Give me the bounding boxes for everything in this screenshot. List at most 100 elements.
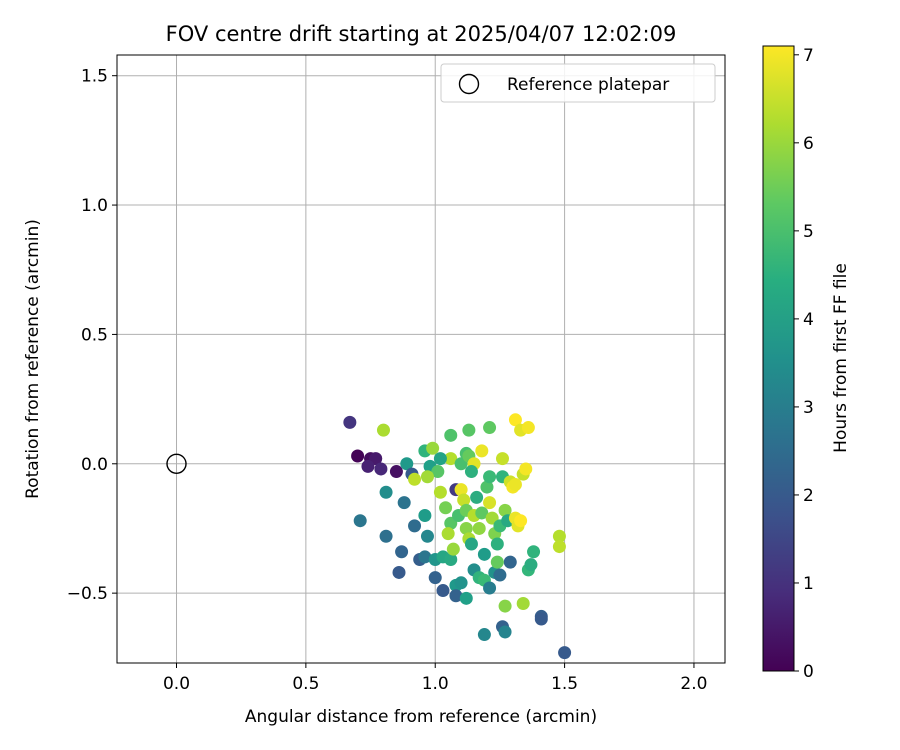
y-tick-label: −0.5 [67,584,108,604]
data-point [490,555,504,569]
x-axis-label: Angular distance from reference (arcmin) [245,707,597,727]
data-point [433,485,447,499]
data-point [519,462,533,476]
colorbar-tick-label: 4 [803,310,814,330]
data-point [444,553,458,567]
data-point [441,527,455,541]
data-point [558,646,572,660]
data-point [552,529,566,543]
data-point [498,599,512,613]
data-point [516,596,530,610]
x-tick-label: 0.5 [292,674,319,694]
colorbar-tick-label: 5 [803,222,814,242]
data-point [439,501,453,515]
y-tick-label: 1.0 [81,196,108,216]
colorbar-tick-label: 2 [803,486,814,506]
data-point [480,480,494,494]
data-point [514,514,528,528]
data-point [498,503,512,517]
data-point [462,423,476,437]
x-tick-label: 0.0 [163,674,190,694]
colorbar-tick-label: 6 [803,134,814,154]
data-point [464,537,478,551]
data-point [420,529,434,543]
y-tick-label: 1.5 [81,67,108,87]
data-point [493,568,507,582]
data-point [534,612,548,626]
plot-frame [116,54,726,664]
data-point [397,496,411,510]
data-point [470,490,484,504]
data-point [379,485,393,499]
data-point [503,555,517,569]
chart-title: FOV centre drift starting at 2025/04/07 … [166,22,677,46]
legend-marker [458,73,480,95]
data-point [408,519,422,533]
grid [117,55,725,663]
data-point [475,444,489,458]
y-axis-label: Rotation from reference (arcmin) [23,219,43,499]
y-tick-label: 0.0 [81,455,108,475]
data-point [431,465,445,479]
colorbar: 0 1 2 3 4 5 6 7 Hours from first FF file [762,45,851,682]
data-point [433,452,447,466]
data-point [457,493,471,507]
data-point [459,591,473,605]
data-point [400,457,414,471]
data-point [459,521,473,535]
legend-label: Reference platepar [507,75,669,95]
x-axis: 0.0 0.5 1.0 1.5 2.0 [163,663,707,694]
data-point [392,565,406,579]
data-point [449,589,463,603]
data-point [464,465,478,479]
data-point [353,514,367,528]
data-point [490,537,504,551]
data-point [408,472,422,486]
data-point [444,428,458,442]
data-point [483,496,497,510]
colorbar-tick-label: 3 [803,398,814,418]
data-point [495,452,509,466]
data-point [524,558,538,572]
colorbar-label: Hours from first FF file [831,263,851,453]
data-point [361,459,375,473]
y-tick-label: 0.5 [81,325,108,345]
x-tick-label: 1.0 [422,674,449,694]
data-point [389,465,403,479]
data-point [472,521,486,535]
data-point [418,509,432,523]
reference-point [166,453,187,474]
data-points [343,413,572,660]
legend-box [440,63,716,103]
data-point [446,542,460,556]
y-axis: −0.5 0.0 0.5 1.0 1.5 [67,67,117,604]
data-point [508,413,522,427]
data-point [376,423,390,437]
data-point [436,584,450,598]
data-point [395,545,409,559]
data-point [483,470,497,484]
data-point [426,441,440,455]
data-point [351,449,365,463]
data-point [428,571,442,585]
data-point [498,625,512,639]
colorbar-tick-label: 1 [803,574,814,594]
data-point [475,506,489,520]
data-point [508,477,522,491]
x-tick-label: 1.5 [551,674,578,694]
legend: Reference platepar [440,63,716,103]
x-tick-label: 2.0 [680,674,707,694]
data-point [521,421,535,435]
colorbar-ticks: 0 1 2 3 4 5 6 7 [794,46,814,682]
colorbar-tick-label: 0 [803,662,814,682]
data-point [454,576,468,590]
data-point [420,470,434,484]
data-point [483,581,497,595]
data-point [477,547,491,561]
data-point [418,550,432,564]
data-point [444,452,458,466]
data-point [379,529,393,543]
data-point [477,628,491,642]
colorbar-gradient [762,45,795,672]
